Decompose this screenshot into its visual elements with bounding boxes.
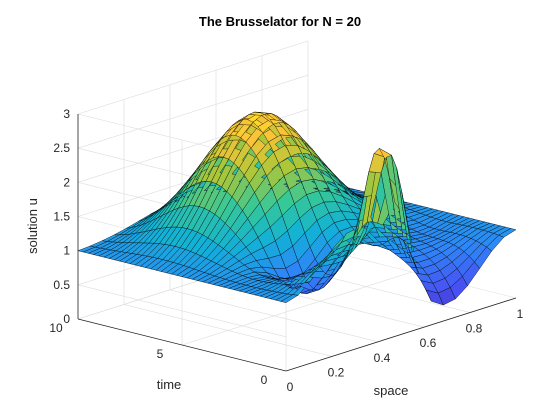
surface-patch	[498, 228, 517, 238]
x-tick-label: 0.4	[374, 351, 391, 365]
x-tick-label: 1	[517, 307, 524, 321]
z-tick-label: 0	[63, 312, 70, 326]
y-axis-label: time	[157, 377, 182, 392]
gridline-z	[77, 40, 309, 115]
z-tick-label: 1.5	[53, 210, 70, 224]
z-tick-label: 2.5	[53, 141, 70, 155]
y-tick-label: 5	[157, 347, 164, 361]
x-tick-label: 0.8	[466, 322, 483, 336]
z-tick-label: 1	[63, 244, 70, 258]
x-tick-label: 0.6	[420, 336, 437, 350]
x-axis-line	[285, 297, 517, 372]
y-axis-line	[77, 318, 287, 372]
x-tick-label: 0.2	[328, 365, 345, 379]
surface-mesh	[77, 111, 517, 306]
axes-box	[77, 114, 517, 372]
y-tick-label: 10	[49, 321, 63, 335]
chart-title: The Brusselator for N = 20	[199, 14, 361, 29]
gridline-z	[77, 284, 287, 338]
z-tick-label: 3	[63, 107, 70, 121]
gridline-y	[181, 271, 413, 346]
z-axis-label: solution u	[25, 198, 40, 254]
x-tick-label: 0	[287, 380, 294, 394]
x-axis-label: space	[374, 383, 409, 398]
z-tick-label: 2	[63, 175, 70, 189]
z-tick-label: 0.5	[53, 278, 70, 292]
y-tick-label: 0	[261, 373, 268, 387]
gridline-z	[77, 74, 309, 149]
